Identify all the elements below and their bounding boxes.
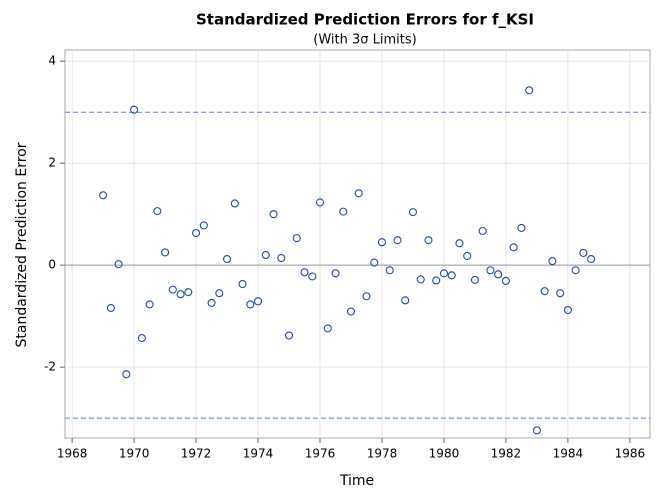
y-tick-label: 4 [48, 54, 56, 68]
data-point [315, 198, 325, 207]
data-point [548, 257, 557, 266]
data-point [130, 105, 139, 114]
data-point [145, 300, 154, 309]
data-point [339, 207, 348, 216]
data-point [354, 189, 363, 198]
y-tick-label: 0 [48, 258, 56, 272]
data-point [470, 275, 479, 284]
data-point [331, 269, 340, 278]
y-tick-label: 2 [48, 156, 56, 170]
data-point [223, 254, 232, 264]
data-point [556, 289, 565, 298]
data-point [99, 191, 108, 200]
data-point [424, 236, 433, 245]
data-point [323, 324, 332, 333]
x-tick-label: 1976 [305, 447, 336, 461]
data-point [571, 266, 580, 275]
data-point [153, 207, 162, 216]
x-tick-label: 1968 [57, 447, 88, 461]
data-point [486, 266, 495, 275]
data-point [447, 271, 456, 280]
data-point [587, 254, 596, 264]
data-point [401, 296, 410, 305]
x-tick-label: 1974 [243, 447, 274, 461]
data-point [377, 238, 387, 247]
data-point [517, 223, 526, 232]
data-point [494, 270, 503, 279]
x-tick-label: 1982 [491, 447, 522, 461]
x-axis-label: Time [339, 473, 374, 489]
data-point [215, 289, 224, 298]
data-point [207, 298, 216, 307]
data-point [161, 248, 170, 257]
data-point [532, 426, 541, 435]
data-point [416, 275, 425, 284]
data-point [106, 303, 115, 313]
x-tick-label: 1980 [429, 447, 460, 461]
chart-subtitle: (With 3σ Limits) [313, 33, 416, 48]
data-point [408, 208, 418, 217]
data-point [385, 266, 394, 275]
data-point [184, 288, 193, 297]
data-point [269, 210, 278, 219]
data-point [137, 334, 146, 343]
data-point [277, 253, 286, 263]
data-point [439, 269, 448, 278]
data-point [540, 287, 549, 296]
data-point [346, 307, 356, 316]
data-point [122, 370, 131, 379]
data-point [292, 234, 301, 243]
data-point [253, 297, 263, 306]
data-point [176, 290, 185, 299]
y-axis-label: Standardized Prediction Error [14, 142, 30, 347]
data-point [455, 239, 464, 248]
data-point [300, 268, 309, 277]
data-point [525, 86, 534, 95]
data-point [246, 300, 255, 309]
data-point [199, 221, 208, 230]
data-point [362, 292, 371, 301]
x-tick-label: 1970 [119, 447, 150, 461]
data-point [168, 285, 177, 294]
x-tick-label: 1978 [367, 447, 398, 461]
data-point [114, 260, 123, 269]
data-point [393, 236, 402, 245]
plot-frame [64, 49, 651, 439]
x-tick-label: 1972 [181, 447, 212, 461]
data-point [192, 228, 201, 238]
data-point [501, 276, 510, 286]
data-point [478, 226, 487, 236]
x-tick-label: 1986 [615, 447, 646, 461]
chart-title: Standardized Prediction Errors for f_KSI [196, 11, 534, 29]
data-point [284, 331, 294, 340]
y-tick-label: -2 [44, 360, 56, 374]
data-point [230, 199, 239, 208]
data-point [509, 243, 518, 252]
data-point [579, 248, 588, 257]
x-tick-label: 1984 [553, 447, 584, 461]
data-point [463, 251, 472, 261]
data-point [261, 250, 270, 260]
data-point [563, 305, 572, 315]
data-point [432, 276, 441, 285]
data-point [370, 258, 379, 267]
data-point [238, 279, 247, 289]
data-point [308, 272, 317, 281]
